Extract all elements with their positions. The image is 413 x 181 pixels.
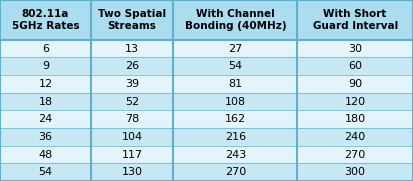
Bar [91, 40, 173, 58]
Text: 162: 162 [225, 114, 246, 124]
Bar [297, 75, 413, 93]
Bar [297, 110, 413, 128]
Text: 270: 270 [225, 167, 246, 177]
Bar [297, 0, 413, 40]
Text: Two Spatial
Streams: Two Spatial Streams [98, 9, 166, 31]
Bar [297, 146, 413, 163]
Text: With Channel
Bonding (40MHz): With Channel Bonding (40MHz) [185, 9, 286, 31]
Text: 130: 130 [122, 167, 142, 177]
Bar [297, 93, 413, 110]
Text: 26: 26 [125, 61, 139, 71]
Bar [0, 40, 91, 58]
Bar [0, 0, 91, 40]
Text: 117: 117 [121, 150, 143, 159]
Bar [91, 0, 173, 40]
Text: 802.11a
5GHz Rates: 802.11a 5GHz Rates [12, 9, 79, 31]
Bar [173, 163, 297, 181]
Text: 216: 216 [225, 132, 246, 142]
Text: With Short
Guard Interval: With Short Guard Interval [313, 9, 398, 31]
Text: 240: 240 [344, 132, 366, 142]
Text: 180: 180 [344, 114, 366, 124]
Bar [297, 40, 413, 58]
Bar [91, 93, 173, 110]
Bar [91, 75, 173, 93]
Bar [173, 0, 297, 40]
Bar [297, 128, 413, 146]
Bar [173, 40, 297, 58]
Bar [173, 75, 297, 93]
Bar [91, 163, 173, 181]
Text: 18: 18 [38, 97, 52, 107]
Text: 12: 12 [38, 79, 52, 89]
Text: 24: 24 [38, 114, 52, 124]
Text: 48: 48 [38, 150, 52, 159]
Bar [0, 110, 91, 128]
Bar [173, 58, 297, 75]
Bar [173, 110, 297, 128]
Text: 243: 243 [225, 150, 246, 159]
Text: 104: 104 [121, 132, 143, 142]
Text: 78: 78 [125, 114, 139, 124]
Text: 270: 270 [344, 150, 366, 159]
Text: 108: 108 [225, 97, 246, 107]
Text: 39: 39 [125, 79, 139, 89]
Bar [91, 128, 173, 146]
Bar [173, 146, 297, 163]
Text: 30: 30 [348, 44, 362, 54]
Bar [297, 58, 413, 75]
Text: 52: 52 [125, 97, 139, 107]
Text: 300: 300 [345, 167, 366, 177]
Bar [0, 146, 91, 163]
Text: 9: 9 [42, 61, 49, 71]
Bar [173, 128, 297, 146]
Text: 60: 60 [348, 61, 362, 71]
Bar [297, 163, 413, 181]
Text: 6: 6 [42, 44, 49, 54]
Bar [91, 146, 173, 163]
Bar [91, 58, 173, 75]
Text: 13: 13 [125, 44, 139, 54]
Text: 81: 81 [228, 79, 242, 89]
Bar [0, 128, 91, 146]
Text: 90: 90 [348, 79, 362, 89]
Text: 36: 36 [38, 132, 52, 142]
Text: 54: 54 [38, 167, 52, 177]
Text: 27: 27 [228, 44, 242, 54]
Bar [0, 75, 91, 93]
Bar [91, 110, 173, 128]
Bar [0, 58, 91, 75]
Bar [0, 163, 91, 181]
Bar [173, 93, 297, 110]
Bar [0, 93, 91, 110]
Text: 120: 120 [344, 97, 366, 107]
Text: 54: 54 [228, 61, 242, 71]
